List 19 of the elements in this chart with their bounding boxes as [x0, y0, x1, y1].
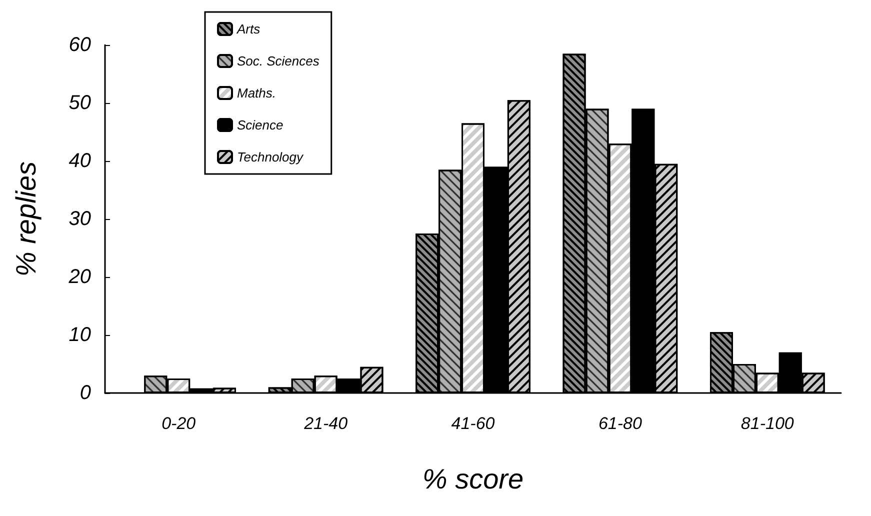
y-tick-label: 50	[68, 92, 91, 114]
y-tick-label: 0	[80, 382, 91, 404]
y-axis-title: % replies	[10, 161, 42, 277]
legend-label: Technology	[237, 150, 305, 164]
legend-label: Arts	[236, 22, 261, 36]
x-tick-label: 41-60	[451, 414, 496, 433]
x-tick-label: 0-20	[162, 414, 196, 433]
y-tick-label: 10	[68, 324, 91, 346]
x-tick-label: 61-80	[598, 414, 642, 433]
x-tick-label: 21-40	[303, 414, 348, 433]
x-tick-label: 81-100	[740, 414, 794, 433]
y-tick-label: 20	[68, 266, 91, 288]
legend-label: Soc. Sciences	[237, 54, 320, 68]
y-tick-label: 40	[68, 150, 91, 172]
y-tick-label: 60	[68, 34, 91, 56]
legend-label: Science	[237, 118, 284, 132]
legend-label: Maths.	[237, 86, 276, 100]
x-axis-title: % score	[422, 464, 524, 494]
y-tick-label: 30	[68, 208, 91, 230]
